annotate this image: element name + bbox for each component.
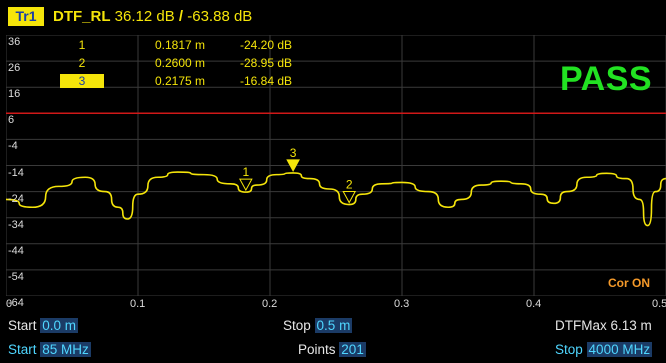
dtfmax-label: DTFMax [555, 318, 607, 333]
start-frequency-value: 85 MHz [40, 342, 91, 357]
plot-canvas: 1 2 3 [6, 35, 666, 296]
x-tick-label: 0.2 [262, 298, 278, 310]
stop-frequency-control[interactable]: Stop 4000 MHz [555, 340, 653, 360]
start-distance-label: Start [8, 318, 37, 333]
stop-frequency-label: Stop [555, 342, 583, 357]
marker-value: -16.84 dB [240, 74, 293, 88]
y-tick-label: -44 [8, 244, 24, 257]
y-tick-label: 36 [8, 36, 21, 48]
footer-row-frequency: Start 85 MHz Points 201 Stop 4000 MHz [0, 340, 666, 362]
y-tick-label: -54 [8, 270, 24, 283]
trace-separator: / [178, 8, 184, 25]
marker-1-icon [239, 178, 253, 192]
marker-row-3[interactable]: 3 0.2175 m -16.84 dB [60, 74, 320, 88]
marker-row-1[interactable]: 1 0.1817 m -24.20 dB [60, 38, 320, 52]
stop-distance-label: Stop [283, 318, 311, 333]
y-tick-label: -34 [8, 218, 24, 231]
stop-distance-value: 0.5 m [314, 318, 353, 333]
footer-row-distance: Start 0.0 m Stop 0.5 m DTFMax 6.13 m [0, 316, 666, 338]
y-tick-label: -24 [8, 192, 24, 205]
y-tick-label: -4 [8, 140, 18, 153]
y-tick-label: 16 [8, 88, 21, 101]
marker-3-icon [286, 159, 300, 172]
marker-value: -28.95 dB [240, 56, 293, 70]
marker-number: 2 [78, 56, 86, 70]
marker-number: 1 [78, 38, 86, 52]
x-tick-label: 0.3 [394, 298, 410, 310]
trace-title-bar: Tr1 DTF_RL 36.12 dB / -63.88 dB [0, 0, 666, 31]
stop-distance-control[interactable]: Stop 0.5 m [283, 316, 353, 336]
trace-reference: -63.88 dB [187, 8, 253, 25]
correction-status: Cor ON [608, 276, 650, 290]
trace-name: DTF_RL [53, 8, 111, 25]
marker-position: 0.2175 m [155, 74, 206, 88]
dtfmax-display: DTFMax 6.13 m [555, 316, 652, 336]
trace-line [6, 171, 666, 227]
start-frequency-control[interactable]: Start 85 MHz [8, 340, 91, 360]
marker-position: 0.2600 m [155, 56, 206, 70]
trace-scale: 36.12 dB [114, 8, 175, 25]
stop-frequency-value: 4000 MHz [586, 342, 653, 357]
marker-number-active: 3 [60, 74, 104, 88]
start-distance-value: 0.0 m [40, 318, 79, 333]
marker-3-label: 3 [290, 146, 297, 160]
x-tick-label: 0.5 [652, 298, 666, 310]
marker-2-icon [342, 191, 357, 204]
y-tick-label: 6 [8, 114, 15, 127]
y-tick-label: -64 [8, 297, 24, 309]
marker-2-label: 2 [346, 178, 353, 192]
marker-position: 0.1817 m [155, 38, 206, 52]
x-tick-label: 0.4 [526, 298, 542, 310]
x-tick-label: 0.1 [130, 298, 146, 310]
trace-tag[interactable]: Tr1 [8, 7, 44, 26]
trace-title[interactable]: DTF_RL 36.12 dB / -63.88 dB [53, 7, 252, 26]
y-tick-label: 26 [8, 62, 21, 75]
marker-value: -24.20 dB [240, 38, 293, 52]
points-value: 201 [339, 342, 366, 357]
dtfmax-value: 6.13 m [610, 318, 652, 333]
points-label: Points [298, 342, 336, 357]
footer-bar: Start 0.0 m Stop 0.5 m DTFMax 6.13 m Sta… [0, 313, 666, 363]
y-tick-label: -14 [8, 166, 24, 179]
start-frequency-label: Start [8, 342, 37, 357]
start-distance-control[interactable]: Start 0.0 m [8, 316, 79, 336]
marker-row-2[interactable]: 2 0.2600 m -28.95 dB [60, 56, 320, 70]
x-tick-label: 0 [6, 298, 13, 310]
pass-indicator: PASS [560, 60, 653, 98]
points-control[interactable]: Points 201 [298, 340, 366, 360]
dtf-plot[interactable]: 1 2 3 [6, 35, 666, 296]
marker-1-label: 1 [243, 165, 250, 179]
